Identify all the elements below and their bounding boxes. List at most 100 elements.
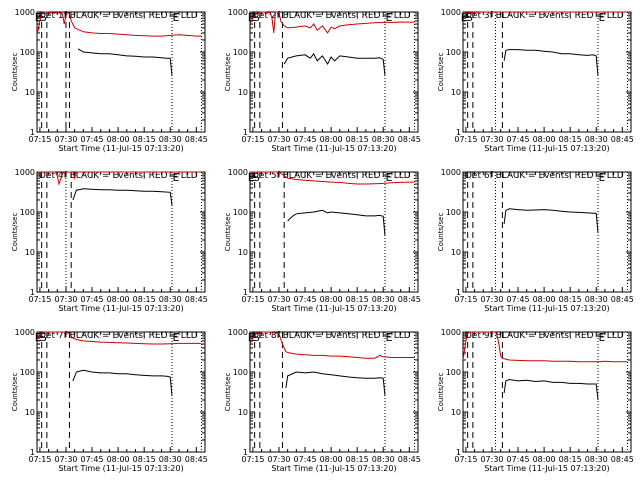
marker-letter: E [248,331,255,344]
y-tick-label: 100 [20,208,35,217]
y-axis-label: Counts/sec [11,213,19,252]
x-tick-label: 08:15 [133,455,156,464]
x-tick-label: 08:15 [346,135,369,144]
x-tick-label: 08:45 [611,455,634,464]
x-tick-label: 08:45 [185,135,208,144]
events-series-line [503,378,599,401]
x-tick-label: 08:15 [133,295,156,304]
y-tick-label: 100 [233,208,248,217]
detector-panel: Det 6f BLACK = Events, RED = LLD11010010… [437,168,634,313]
y-tick-label: 1 [456,448,461,457]
end-marker-letter: E [599,331,606,344]
x-tick-label: 08:15 [559,295,582,304]
y-tick-label: 1000 [15,8,35,17]
y-axis-label: Counts/sec [224,373,232,412]
y-axis-label: Counts/sec [437,373,445,412]
x-tick-label: 07:15 [28,135,51,144]
marker-letter: E [461,11,468,24]
y-tick-label: 1000 [228,8,248,17]
detector-panel: Det 5f BLACK = Events, RED = LLD11010010… [224,168,421,313]
plot-frame [462,11,632,133]
y-tick-label: 10 [451,248,461,257]
y-tick-label: 1000 [441,328,461,337]
lld-series-line [462,331,628,363]
end-marker-letter: E [386,171,393,184]
x-tick-label: 07:30 [480,455,503,464]
x-tick-label: 08:00 [533,455,556,464]
events-series-line [503,208,599,233]
y-tick-label: 1000 [441,8,461,17]
y-tick-label: 100 [20,368,35,377]
y-axis-label: Counts/sec [11,373,19,412]
y-axis-label: Counts/sec [224,213,232,252]
plot-frame [249,171,419,293]
x-tick-label: 08:15 [133,135,156,144]
y-tick-label: 1000 [441,168,461,177]
events-series-line [503,49,599,77]
lld-series-line [36,331,202,345]
lld-series-line [36,11,202,37]
x-tick-label: 07:15 [28,455,51,464]
y-tick-label: 1 [243,128,248,137]
events-series-line [287,209,386,237]
x-axis-label: Start Time (11-Jul-15 07:13:20) [58,144,183,153]
y-tick-label: 100 [20,48,35,57]
y-tick-label: 1 [30,288,35,297]
y-tick-label: 1 [456,288,461,297]
plot-frame [462,331,632,453]
detector-panel: Det 1f BLACK = Events, RED = LLD11010010… [11,8,208,153]
x-tick-label: 08:00 [320,295,343,304]
marker-letter: S [253,171,260,184]
y-tick-label: 100 [233,368,248,377]
x-tick-label: 07:15 [241,455,264,464]
x-tick-label: 08:45 [398,135,421,144]
x-tick-label: 07:45 [81,295,104,304]
y-tick-label: 100 [446,368,461,377]
x-tick-label: 08:30 [372,455,395,464]
x-tick-label: 07:30 [54,135,77,144]
end-marker-letter: E [173,11,180,24]
y-tick-label: 10 [25,88,35,97]
x-tick-label: 07:15 [28,295,51,304]
y-tick-label: 100 [446,208,461,217]
y-tick-label: 10 [451,88,461,97]
x-tick-label: 08:45 [611,295,634,304]
x-tick-label: 08:15 [559,455,582,464]
y-tick-label: 1000 [228,168,248,177]
x-tick-label: 07:45 [81,455,104,464]
x-tick-label: 07:45 [507,295,530,304]
y-tick-label: 1 [30,448,35,457]
x-tick-label: 08:30 [585,455,608,464]
end-marker-letter: E [173,171,180,184]
y-axis-label: Counts/sec [224,53,232,92]
x-tick-label: 08:30 [159,455,182,464]
marker-letter: E [248,11,255,24]
end-marker-letter: E [599,11,606,24]
x-tick-label: 08:15 [346,455,369,464]
x-tick-label: 07:30 [267,295,290,304]
x-tick-label: 08:00 [320,135,343,144]
y-axis-label: Counts/sec [437,213,445,252]
plot-frame [462,171,632,293]
x-axis-label: Start Time (11-Jul-15 07:13:20) [271,464,396,473]
detector-panel: Det 9f BLACK = Events, RED = LLD11010010… [437,328,634,473]
y-tick-label: 1000 [15,328,35,337]
x-tick-label: 07:45 [294,455,317,464]
x-tick-label: 07:30 [54,295,77,304]
x-axis-label: Start Time (11-Jul-15 07:13:20) [484,144,609,153]
x-axis-label: Start Time (11-Jul-15 07:13:20) [58,464,183,473]
plot-frame [36,331,206,453]
x-tick-label: 08:30 [585,295,608,304]
marker-letter: S [253,331,260,344]
events-series-line [77,48,173,77]
x-tick-label: 08:00 [533,295,556,304]
marker-letter: S [40,331,47,344]
y-tick-label: 10 [238,248,248,257]
x-axis-label: Start Time (11-Jul-15 07:13:20) [58,304,183,313]
x-tick-label: 07:15 [454,455,477,464]
x-tick-label: 07:15 [241,295,264,304]
events-series-line [72,188,173,206]
x-tick-label: 07:45 [294,295,317,304]
x-tick-label: 07:45 [81,135,104,144]
lld-series-line [249,11,415,34]
